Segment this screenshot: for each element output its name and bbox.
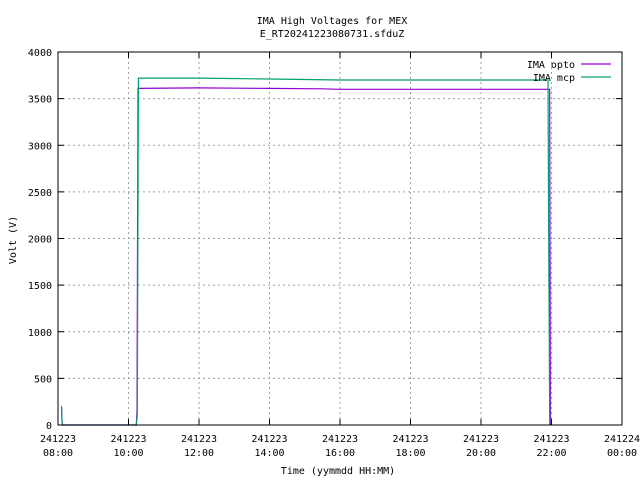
x-tick-label-time: 10:00 [113, 448, 143, 459]
x-axis-label: Time (yymmdd HH:MM) [281, 466, 395, 477]
y-tick-label: 1500 [28, 281, 52, 292]
x-tick-label-date: 241223 [533, 434, 569, 445]
y-tick-label: 500 [34, 374, 52, 385]
chart-title: IMA High Voltages for MEX [257, 16, 408, 27]
y-tick-label: 2500 [28, 188, 52, 199]
x-tick-label-time: 20:00 [466, 448, 496, 459]
axes [57, 51, 623, 426]
x-tick-label-time: 00:00 [607, 448, 637, 459]
y-tick-label: 1000 [28, 328, 52, 339]
x-tick-label-time: 16:00 [325, 448, 355, 459]
x-tick-label-date: 241223 [40, 434, 76, 445]
series-line [60, 77, 551, 426]
legend: IMA opto IMA mcp [527, 60, 611, 84]
y-tick-label: 3500 [28, 95, 52, 106]
x-tick-label-date: 241224 [604, 434, 640, 445]
x-tick-label-date: 241223 [463, 434, 499, 445]
x-tick-label-time: 14:00 [254, 448, 284, 459]
x-tick-label-time: 08:00 [43, 448, 73, 459]
x-tick-label-date: 241223 [181, 434, 217, 445]
legend-label: IMA opto [527, 60, 575, 71]
legend-label: IMA mcp [533, 73, 575, 84]
tick-labels: 0 500 1000 1500 2000 2500 3000 3500 4000 241223 08… [28, 48, 640, 459]
y-tick-label: 4000 [28, 48, 52, 59]
x-tick-label-time: 18:00 [395, 448, 425, 459]
series-line [60, 87, 552, 426]
x-tick-label-time: 12:00 [184, 448, 214, 459]
x-tick-label-date: 241223 [251, 434, 287, 445]
chart-subtitle: E_RT20241223080731.sfduZ [260, 29, 405, 40]
x-tick-label-date: 241223 [322, 434, 358, 445]
grid [58, 52, 622, 425]
series-lines [60, 77, 552, 426]
x-tick-label-date: 241223 [392, 434, 428, 445]
y-tick-label: 2000 [28, 235, 52, 246]
y-tick-label: 3000 [28, 141, 52, 152]
plot-border [57, 51, 623, 426]
y-axis-label: Volt (V) [8, 216, 19, 264]
y-tick-label: 0 [46, 421, 52, 432]
x-tick-label-time: 22:00 [536, 448, 566, 459]
x-tick-label-date: 241223 [110, 434, 146, 445]
